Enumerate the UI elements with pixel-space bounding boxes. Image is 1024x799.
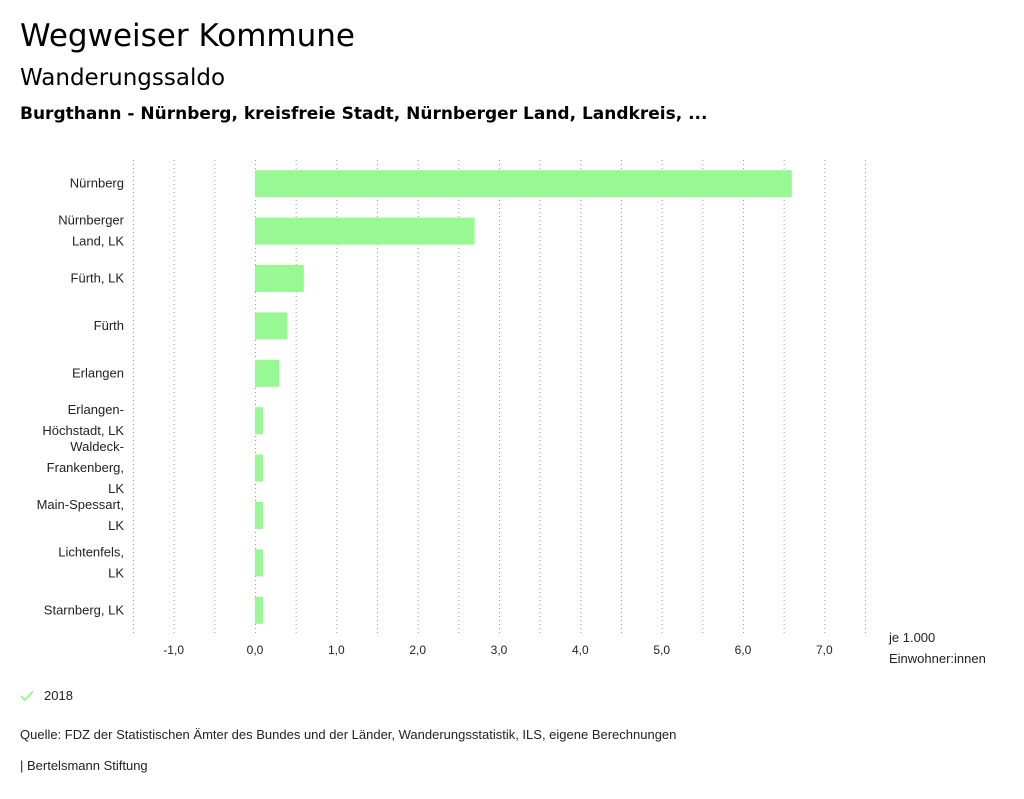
bar [255, 407, 264, 435]
bar [255, 265, 304, 292]
bar [255, 312, 288, 340]
category-label: Lichtenfels, LK [58, 544, 124, 580]
bar [255, 502, 264, 529]
region-label: Burgthann - Nürnberg, kreisfreie Stadt, … [20, 104, 708, 124]
tick-label: 3,0 [491, 643, 508, 657]
check-icon [20, 690, 34, 701]
tick-label: -1,0 [163, 643, 184, 657]
category-label: Erlangen-Höchstadt, LK [42, 402, 124, 438]
bar [255, 217, 475, 245]
bar [255, 596, 264, 624]
bar-chart: Nürnberg Nürnberger Land, LK Fürth, LK Fürth… [37, 160, 986, 666]
legend-item-2018[interactable]: 2018 [20, 688, 73, 703]
category-label: Nürnberger Land, LK [58, 213, 124, 249]
source-note: Quelle: FDZ der Statistischen Ämter des … [20, 727, 677, 742]
category-label: Waldeck-Frankenberg, LK [47, 439, 125, 496]
chart-subtitle: Wanderungssaldo [20, 65, 226, 91]
category-label: Starnberg, LK [44, 602, 125, 617]
tick-label: 4,0 [572, 643, 589, 657]
tick-label: 6,0 [735, 643, 752, 657]
tick-label: 7,0 [816, 643, 833, 657]
unit-label: Einwohner:innen [889, 651, 986, 666]
bar [255, 359, 280, 387]
tick-label: 1,0 [328, 643, 345, 657]
bar [255, 549, 264, 577]
tick-label: 2,0 [409, 643, 426, 657]
publisher-note: | Bertelsmann Stiftung [20, 758, 148, 773]
legend-label: 2018 [44, 688, 73, 703]
category-label: Nürnberg [70, 176, 124, 191]
category-label: Main-Spessart, LK [37, 497, 125, 533]
category-label: Fürth [94, 318, 124, 333]
category-label: Fürth, LK [71, 271, 125, 286]
category-label: Erlangen [72, 365, 124, 380]
tick-label: 0,0 [247, 643, 264, 657]
bar [255, 170, 792, 198]
page-title: Wegweiser Kommune [20, 18, 355, 54]
bar [255, 454, 264, 482]
unit-label: je 1.000 [888, 630, 935, 645]
tick-label: 5,0 [653, 643, 670, 657]
